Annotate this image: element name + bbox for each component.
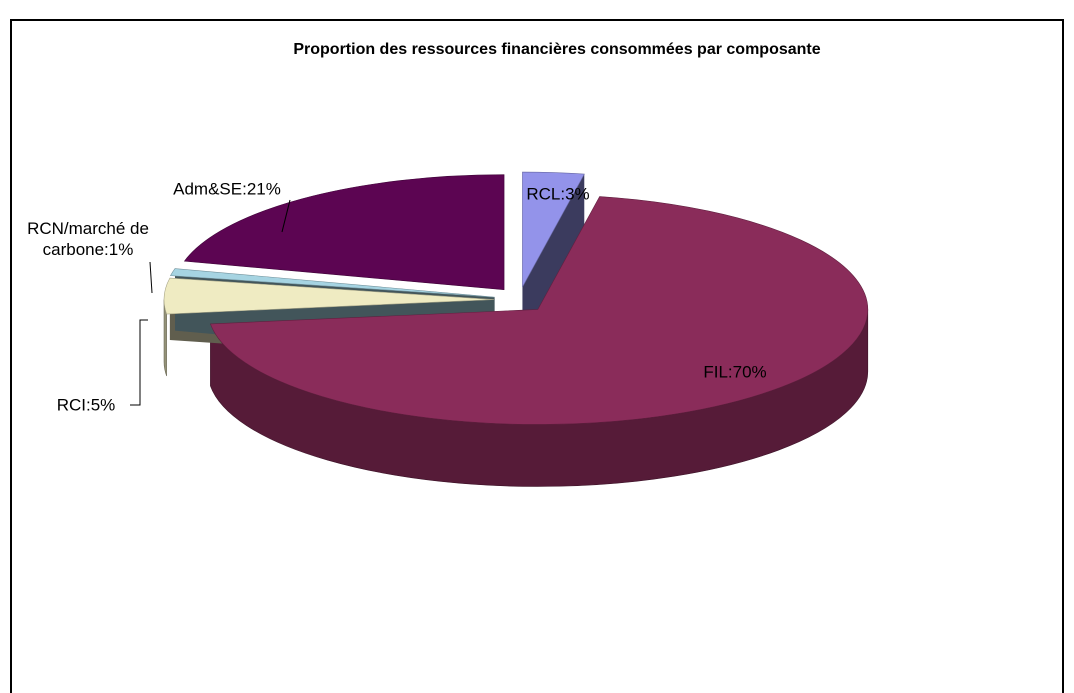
leader-line bbox=[130, 319, 148, 406]
leader-line bbox=[281, 199, 291, 233]
leader-line bbox=[149, 261, 153, 294]
slice bbox=[209, 196, 869, 425]
slice bbox=[169, 268, 495, 298]
slice-wall bbox=[522, 174, 585, 350]
data-label: RCN/marché de carbone:1% bbox=[27, 219, 149, 259]
slice bbox=[163, 277, 495, 315]
slice bbox=[183, 174, 505, 291]
chart-title: Proportion des ressources financières co… bbox=[293, 41, 820, 58]
slice bbox=[522, 171, 585, 288]
data-label: FIL:70% bbox=[703, 362, 766, 381]
data-label: RCL:3% bbox=[526, 184, 589, 203]
pie bbox=[163, 171, 869, 487]
data-label: Adm&SE:21% bbox=[173, 179, 281, 198]
data-label: RCI:5% bbox=[57, 395, 116, 414]
